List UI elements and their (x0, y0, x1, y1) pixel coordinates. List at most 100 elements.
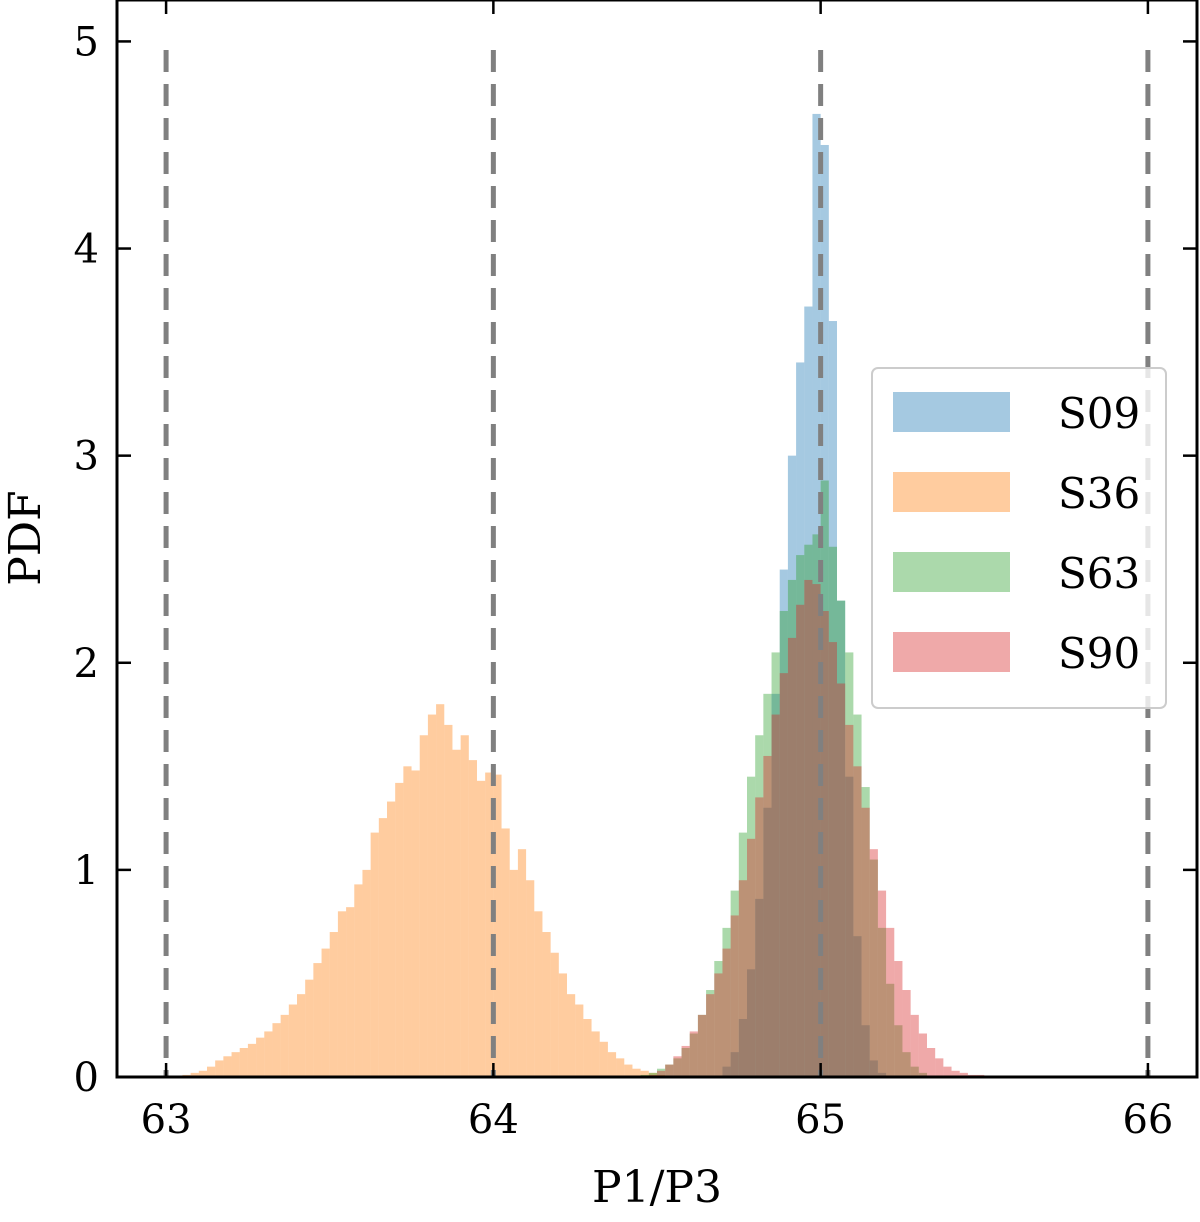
histogram-bar (747, 838, 756, 1077)
histogram-bar (738, 1019, 747, 1077)
histogram-bar (804, 579, 813, 1077)
histogram-bar (804, 544, 813, 1077)
histogram-bar (779, 610, 788, 1077)
histogram-bar (927, 1048, 936, 1077)
y-tick-label: 2 (74, 641, 99, 687)
histogram-bar (648, 1072, 657, 1077)
histogram-bar (812, 113, 821, 1078)
histogram-bar (599, 1041, 608, 1077)
histogram-bar (730, 915, 739, 1077)
histogram-bar (681, 1048, 690, 1077)
histogram-bar (828, 642, 837, 1077)
histogram-bar (550, 952, 559, 1077)
histogram-bar (910, 1014, 919, 1077)
histogram-bar (861, 1025, 870, 1077)
legend-label: S36 (1058, 469, 1140, 518)
series-s63 (640, 480, 927, 1077)
series-s90 (648, 579, 985, 1077)
histogram-bar (297, 994, 306, 1077)
legend-label: S63 (1058, 549, 1140, 598)
axis-ticks: 63 64 65 66 0 1 2 3 4 5 (74, 0, 1197, 1143)
histogram-bar (313, 963, 322, 1077)
histogram-bar (665, 1064, 674, 1077)
histogram-bar (697, 1014, 707, 1077)
y-axis-label: PDF (0, 490, 51, 585)
histogram-bar (886, 927, 895, 1077)
histogram-bar (657, 1068, 666, 1077)
histogram-bar (706, 990, 715, 1077)
histogram-bar (763, 693, 772, 1077)
histogram-bar (280, 1014, 289, 1077)
histogram-bar (583, 1019, 592, 1077)
histogram-bar (378, 818, 387, 1077)
histogram-bar (820, 480, 829, 1077)
histogram-bar (812, 534, 821, 1077)
histogram-bar (362, 869, 371, 1077)
histogram-bar (648, 1072, 657, 1077)
histogram-bar (796, 362, 805, 1078)
histogram-bar (796, 604, 805, 1077)
y-tick-label: 5 (74, 19, 99, 65)
histogram-bar (509, 869, 518, 1077)
histogram-bar (567, 994, 576, 1077)
histogram-bar (869, 849, 878, 1077)
histogram-bar (837, 600, 846, 1077)
histogram-bar (616, 1058, 625, 1077)
histogram-bar (607, 1052, 617, 1077)
histogram-bar (689, 1033, 698, 1077)
histogram-bar (730, 1052, 739, 1077)
histogram-bar (526, 880, 535, 1077)
histogram-bar (714, 973, 723, 1077)
histogram-bar (763, 755, 772, 1077)
histogram-bar (591, 1031, 600, 1077)
histogram-bar (452, 749, 461, 1077)
histogram-bar (861, 787, 870, 1077)
histogram-bar (444, 724, 453, 1077)
histogram-bar (787, 455, 797, 1078)
histogram-bar (959, 1072, 968, 1077)
histogram-bar (673, 1058, 682, 1077)
histogram-bar (321, 948, 330, 1077)
histogram-bar (804, 306, 813, 1077)
histogram-bar (845, 724, 854, 1077)
histogram-bar (820, 144, 829, 1077)
histogram-bar (395, 782, 404, 1077)
histogram-bar (845, 652, 854, 1077)
histogram-bar (861, 807, 870, 1077)
histogram-bar (877, 927, 887, 1077)
histogram-bar (787, 637, 797, 1077)
y-tick-label: 4 (74, 227, 99, 273)
histogram-bar (828, 546, 837, 1077)
histogram-bar (632, 1068, 641, 1077)
histogram-bar (624, 1064, 633, 1077)
histogram-bar (779, 569, 788, 1077)
histogram-bar (722, 948, 731, 1077)
histogram-bar (198, 1070, 207, 1077)
histogram-bar (305, 979, 314, 1077)
histogram-bar (894, 961, 903, 1077)
histogram-bar (902, 990, 911, 1077)
histogram-bar (853, 714, 862, 1077)
series-s09 (722, 113, 887, 1078)
histogram-bar (558, 973, 567, 1077)
histogram-bar (697, 1014, 707, 1077)
plot-frame (115, 0, 1199, 1079)
histogram-bar (256, 1037, 265, 1077)
histogram-bar (918, 1033, 927, 1077)
legend: S09 S36 S63 S90 (871, 367, 1167, 709)
histogram-bar (370, 832, 379, 1077)
histogram-bar (722, 927, 731, 1077)
histogram-bar (501, 828, 510, 1077)
histogram-bar (485, 772, 494, 1077)
histogram-bar (346, 907, 355, 1077)
histogram-bar (427, 714, 437, 1077)
histogram-bar (722, 1066, 731, 1077)
histogram-bar (657, 1070, 666, 1077)
legend-label: S90 (1058, 629, 1140, 678)
histogram-bar (460, 735, 469, 1077)
histogram-bar (329, 932, 338, 1077)
histogram-bar (837, 683, 846, 1077)
y-tick-label: 0 (74, 1055, 99, 1101)
histogram-bar (419, 735, 428, 1077)
histogram-bar (207, 1066, 216, 1077)
